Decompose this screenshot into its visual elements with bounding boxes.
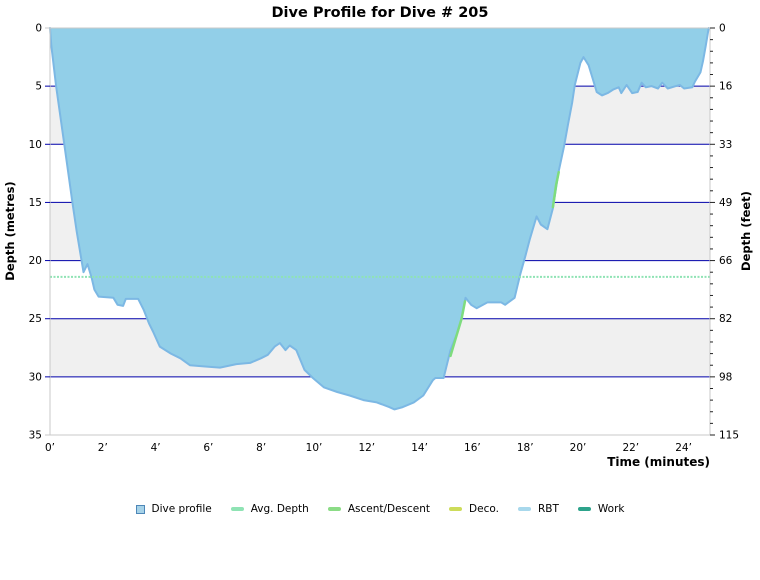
y-tick-label-feet: 16 [719, 81, 733, 93]
x-tick-label: 22’ [622, 442, 639, 454]
legend: Dive profile Avg. Depth Ascent/Descent Deco… [0, 503, 760, 515]
x-tick-label: 4’ [151, 442, 161, 454]
y-tick-label-metres: 35 [29, 430, 42, 442]
legend-label: RBT [537, 503, 559, 515]
legend-item-avg-depth: Avg. Depth [230, 503, 309, 515]
x-tick-label: 14’ [411, 442, 428, 454]
dive-profile-outline [49, 27, 710, 411]
dive-profile-area [50, 28, 709, 410]
x-axis-label: Time (minutes) [607, 455, 710, 469]
y-tick-label-metres: 10 [29, 139, 42, 151]
x-tick-label: 10’ [306, 442, 323, 454]
y-tick-label-metres: 20 [29, 255, 42, 267]
y-tick-label-feet: 0 [719, 23, 726, 35]
plot-border [49, 27, 711, 436]
legend-swatch [517, 507, 531, 511]
y-tick-label-feet: 66 [719, 255, 733, 267]
y-tick-label-feet: 98 [719, 371, 732, 383]
x-tick-label: 24’ [675, 442, 692, 454]
legend-swatch [327, 507, 341, 511]
legend-swatch [449, 507, 463, 511]
plot-area: 0 5 10 15 20 25 30 35 0 16 33 49 66 82 98 115 0’ 2’ 4’ 6’ 8’… [29, 23, 739, 455]
y-tick-label-metres: 25 [29, 313, 42, 325]
y-tick-label-metres: 30 [29, 371, 42, 383]
legend-item-ascent-descent: Ascent/Descent [327, 503, 431, 515]
y-axis-metres: 0 5 10 15 20 25 30 35 [29, 23, 50, 442]
y-tick-label-feet: 82 [719, 313, 732, 325]
x-tick-label: 8’ [256, 442, 266, 454]
x-tick-label: 12’ [358, 442, 375, 454]
legend-swatch [230, 507, 244, 511]
legend-label: Work [597, 503, 625, 515]
chart-title: Dive Profile for Dive # 205 [271, 5, 489, 21]
legend-label: Avg. Depth [250, 503, 309, 515]
legend-item-deco-: Deco. [449, 503, 499, 515]
legend-item-work: Work [577, 503, 625, 515]
legend-item-rbt: RBT [517, 503, 559, 515]
x-tick-label: 6’ [203, 442, 213, 454]
legend-label: Dive profile [151, 503, 212, 515]
y-axis-label-feet: Depth (feet) [739, 191, 753, 271]
y-tick-label-metres: 5 [35, 81, 42, 93]
legend-swatch [135, 504, 145, 514]
x-tick-label: 2’ [98, 442, 108, 454]
y-axis-label-metres: Depth (metres) [3, 181, 17, 281]
x-tick-label: 20’ [570, 442, 587, 454]
legend-label: Deco. [469, 503, 499, 515]
legend-item-dive-profile: Dive profile [135, 503, 212, 515]
x-tick-label: 16’ [464, 442, 481, 454]
y-tick-label-metres: 15 [29, 197, 42, 209]
y-axis-feet: 0 16 33 49 66 82 98 115 [710, 23, 739, 442]
legend-label: Ascent/Descent [347, 503, 431, 515]
x-tick-label: 0’ [45, 442, 55, 454]
y-tick-label-feet: 115 [719, 430, 739, 442]
legend-swatch [577, 507, 591, 511]
y-tick-label-feet: 33 [719, 139, 732, 151]
ascent-descent-line [449, 170, 560, 358]
y-tick-label-metres: 0 [35, 23, 42, 35]
x-axis-minutes: 0’ 2’ 4’ 6’ 8’ 10’ 12’ 14’ 16’ 18’ 20’ 22’ 24’ [45, 442, 692, 454]
y-tick-label-feet: 49 [719, 197, 732, 209]
x-tick-label: 18’ [517, 442, 534, 454]
